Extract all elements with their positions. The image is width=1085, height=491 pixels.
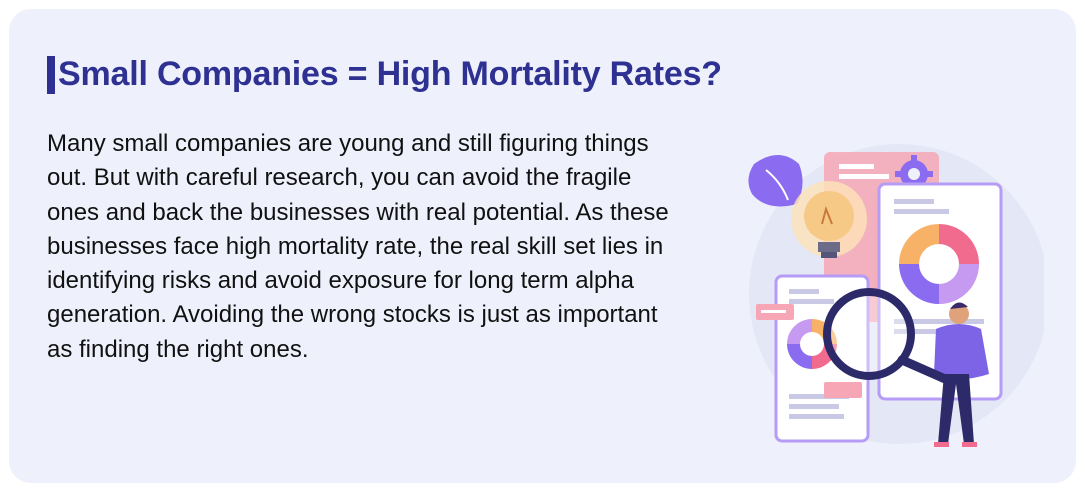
purple-leaf-icon [748,155,803,207]
title-row: Small Companies = High Mortality Rates? [47,55,722,94]
magnifying-glass-icon [823,288,957,387]
card-paragraph: Many small companies are young and still… [47,130,669,363]
analytics-magnifier-illustration [748,144,1044,447]
title-accent-bar [47,55,55,94]
person-figure [934,302,989,447]
donut-chart-right [899,224,979,304]
gear-icon [895,155,933,193]
lightbulb-icon [791,181,867,258]
info-card: Small Companies = High Mortality Rates? … [9,9,1076,483]
pink-tag-2 [824,382,862,398]
card-title: Small Companies = High Mortality Rates? [58,55,722,93]
